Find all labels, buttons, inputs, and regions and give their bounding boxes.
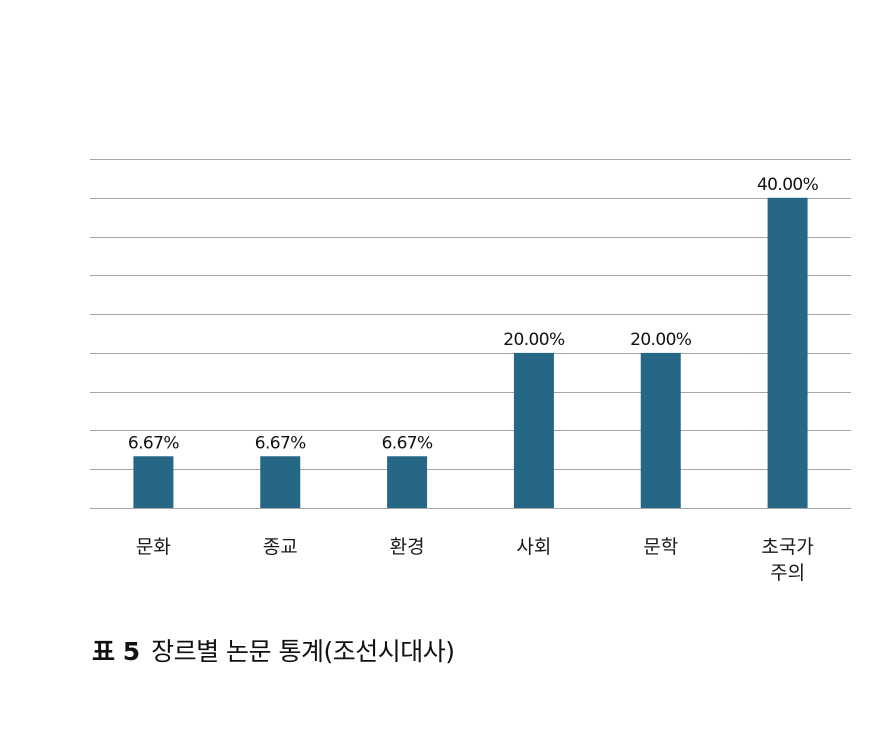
bar-3	[513, 352, 554, 508]
bar-2	[387, 456, 428, 508]
category-label-5: 초국가 주의	[761, 536, 813, 584]
gridlines	[90, 159, 851, 509]
caption-label: 표 5	[92, 637, 140, 666]
category-labels: 문화 종교 환경 사회 문학 초국가 주의	[136, 536, 814, 584]
data-label-0: 6.67%	[128, 433, 179, 453]
category-label-0: 문화	[136, 536, 171, 558]
category-label-2: 환경	[390, 536, 425, 558]
bar-4	[640, 352, 681, 508]
caption-text: 장르별 논문 통계(조선시대사)	[151, 637, 455, 666]
data-labels: 6.67% 6.67% 6.67% 20.00% 20.00% 40.00%	[128, 175, 819, 453]
bar-5	[767, 197, 808, 508]
bar-0	[133, 456, 174, 508]
data-label-5: 40.00%	[757, 175, 819, 195]
category-label-1: 종교	[263, 536, 298, 558]
data-label-2: 6.67%	[382, 433, 433, 453]
bar-1	[260, 456, 301, 508]
chart-caption: 표 5 장르별 논문 통계(조선시대사)	[92, 632, 455, 668]
category-label-4: 문학	[643, 536, 678, 558]
data-label-1: 6.67%	[255, 433, 306, 453]
data-label-3: 20.00%	[503, 330, 565, 350]
bars	[133, 197, 808, 508]
category-label-3: 사회	[516, 536, 551, 558]
data-label-4: 20.00%	[630, 330, 692, 350]
